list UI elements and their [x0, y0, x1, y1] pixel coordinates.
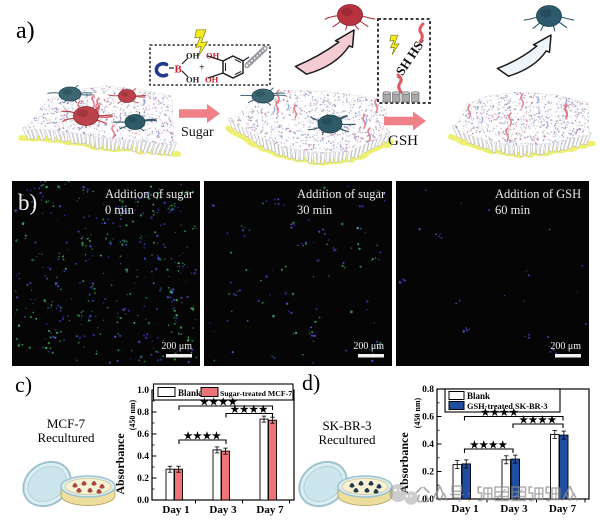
svg-text:60 min: 60 min	[495, 203, 531, 217]
svg-text:Sugar-treated MCF-7: Sugar-treated MCF-7	[220, 389, 292, 398]
svg-text:Day 3: Day 3	[500, 503, 528, 515]
svg-text:Day 1: Day 1	[451, 503, 478, 515]
svg-text:d): d)	[302, 370, 320, 395]
svg-text:b): b)	[18, 190, 37, 215]
svg-text:c): c)	[15, 372, 32, 397]
svg-text:Day 3: Day 3	[209, 504, 237, 516]
svg-text:★★★★: ★★★★	[481, 407, 519, 418]
svg-text:200 μm: 200 μm	[161, 341, 192, 352]
svg-text:Addition of GSH: Addition of GSH	[495, 187, 581, 201]
svg-text:Absorbance: Absorbance	[397, 432, 411, 494]
svg-text:★★★★: ★★★★	[184, 431, 222, 442]
svg-text:Sugar: Sugar	[181, 125, 214, 140]
svg-text:0.6: 0.6	[137, 430, 149, 440]
svg-text:0.6: 0.6	[422, 413, 434, 423]
svg-text:0.4: 0.4	[137, 452, 149, 462]
svg-text::: :	[467, 488, 471, 505]
svg-text:★★★★: ★★★★	[230, 404, 268, 415]
svg-text:(450 nm): (450 nm)	[413, 397, 422, 428]
svg-text:MCF-7: MCF-7	[47, 416, 86, 431]
svg-text:0 min: 0 min	[105, 203, 135, 217]
svg-text:★★★★: ★★★★	[200, 397, 238, 408]
svg-text:B: B	[175, 64, 183, 76]
svg-text:0.0: 0.0	[137, 496, 149, 506]
svg-text:GSH-treated SK-BR-3: GSH-treated SK-BR-3	[467, 402, 548, 411]
svg-text:200 μm: 200 μm	[550, 341, 581, 352]
svg-text:Recultured: Recultured	[37, 430, 95, 445]
svg-text:0.2: 0.2	[422, 468, 434, 478]
svg-text:30 min: 30 min	[297, 203, 333, 217]
svg-text:0.4: 0.4	[422, 440, 434, 450]
svg-text:★★★★: ★★★★	[470, 440, 508, 451]
svg-text:a): a)	[16, 18, 35, 44]
svg-text:OH: OH	[205, 75, 219, 85]
svg-text:0.8: 0.8	[422, 385, 434, 395]
svg-text:Addition of sugar: Addition of sugar	[297, 187, 386, 201]
svg-text:GSH: GSH	[388, 133, 418, 149]
svg-text:★★★★: ★★★★	[519, 415, 557, 426]
svg-text:Recultured: Recultured	[318, 432, 376, 447]
svg-text:Blank: Blank	[467, 391, 490, 401]
svg-text:Addition of sugar: Addition of sugar	[105, 187, 194, 201]
svg-text:(450 nm): (450 nm)	[128, 399, 137, 430]
svg-text:Day 7: Day 7	[549, 503, 577, 515]
svg-text:OH: OH	[186, 75, 200, 85]
svg-text:Day 7: Day 7	[256, 504, 284, 516]
svg-text:OH: OH	[186, 51, 200, 61]
svg-text:200 μm: 200 μm	[353, 341, 384, 352]
svg-text:Blank: Blank	[178, 388, 201, 398]
svg-text:0.2: 0.2	[137, 474, 149, 484]
svg-text:SK-BR-3: SK-BR-3	[322, 418, 371, 433]
svg-text:+: +	[199, 63, 205, 74]
svg-text:1.0: 1.0	[137, 386, 149, 396]
svg-text:OH: OH	[206, 51, 220, 61]
svg-text:0.8: 0.8	[137, 408, 149, 418]
svg-text:Absorbance: Absorbance	[113, 433, 127, 495]
svg-text:Day 1: Day 1	[162, 504, 189, 516]
